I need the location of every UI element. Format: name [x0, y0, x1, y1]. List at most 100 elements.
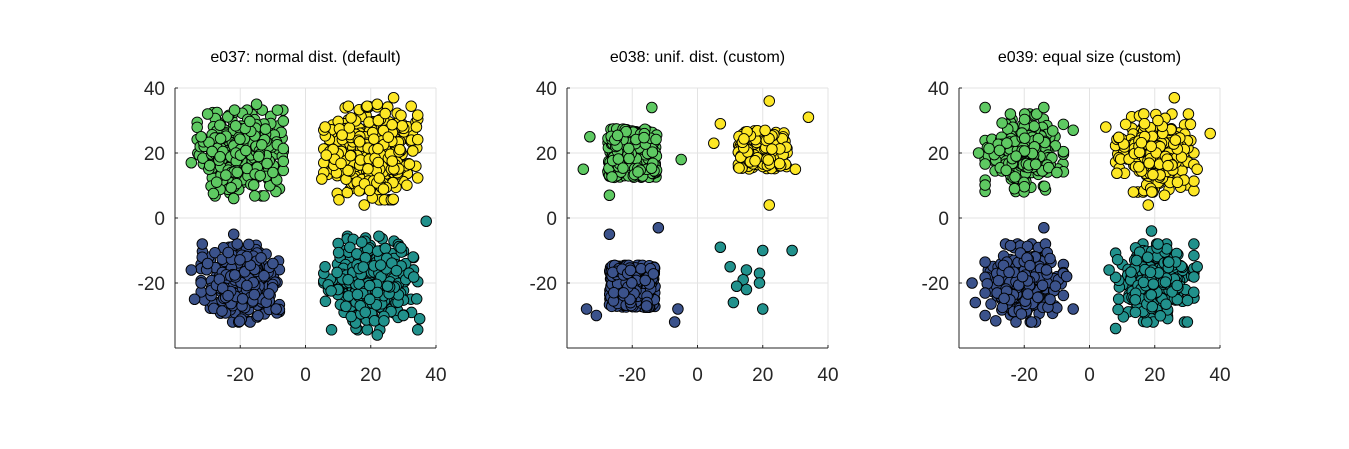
y-tick-label: 20: [928, 144, 949, 165]
data-point: [240, 144, 252, 157]
data-point: [1144, 266, 1157, 279]
data-point: [998, 292, 1010, 305]
x-tick-label: 20: [1144, 365, 1165, 386]
data-point: [1188, 271, 1200, 283]
data-point: [1038, 221, 1050, 234]
data-point: [261, 157, 273, 170]
data-point: [714, 117, 727, 130]
data-point: [195, 130, 207, 143]
data-point: [319, 295, 332, 308]
data-point: [357, 261, 369, 273]
data-point: [1152, 238, 1164, 250]
data-point: [336, 129, 348, 141]
data-point: [319, 121, 331, 133]
data-point: [185, 264, 198, 276]
data-point: [390, 264, 403, 277]
data-point: [244, 115, 256, 128]
data-point: [1100, 121, 1112, 133]
data-point: [331, 266, 343, 279]
data-point: [355, 236, 368, 248]
data-point: [617, 162, 629, 174]
data-point: [740, 264, 753, 276]
data-point: [1138, 108, 1150, 120]
data-point: [1060, 270, 1073, 283]
x-tick-label: 40: [817, 365, 838, 386]
data-point: [1154, 310, 1167, 322]
data-point: [1129, 306, 1142, 319]
data-point: [234, 133, 246, 145]
data-point: [1191, 261, 1203, 273]
y-tick-label: 0: [546, 209, 557, 230]
data-point: [1067, 303, 1079, 315]
data-point: [1057, 118, 1070, 131]
data-point: [277, 115, 290, 127]
data-point: [1112, 293, 1125, 305]
data-point: [332, 246, 345, 259]
data-point: [646, 146, 659, 158]
data-point: [386, 118, 398, 131]
data-point: [344, 241, 356, 254]
data-point: [222, 289, 234, 302]
data-point: [353, 136, 366, 148]
data-point: [234, 254, 246, 266]
y-tick-label: -20: [530, 274, 557, 295]
data-point: [325, 324, 338, 336]
data-point: [1127, 186, 1140, 198]
data-point: [1142, 199, 1154, 211]
data-point: [1182, 108, 1195, 120]
data-point: [256, 139, 268, 151]
data-point: [738, 133, 750, 145]
data-point: [1147, 278, 1160, 290]
data-point: [753, 267, 766, 280]
data-point: [372, 156, 385, 169]
data-point: [979, 309, 991, 322]
chart-title: e038: unif. dist. (custom): [610, 49, 785, 66]
data-point: [603, 228, 616, 240]
data-point: [753, 277, 766, 289]
data-point: [590, 309, 603, 322]
data-point: [316, 173, 328, 185]
data-point: [1010, 150, 1022, 162]
data-point: [379, 107, 391, 120]
data-point: [351, 288, 364, 301]
data-point: [185, 156, 198, 169]
chart-title: e039: equal size (custom): [998, 49, 1181, 66]
data-point: [405, 100, 417, 112]
data-point: [263, 288, 275, 300]
data-point: [344, 149, 357, 162]
data-point: [241, 279, 253, 292]
data-point: [249, 190, 261, 202]
data-point: [1133, 146, 1146, 159]
data-point: [714, 241, 727, 253]
data-point: [395, 242, 407, 254]
data-point: [248, 288, 261, 301]
data-point: [277, 142, 290, 155]
data-point: [993, 144, 1006, 157]
data-point: [1036, 279, 1049, 292]
y-tick-label: 20: [144, 144, 165, 165]
data-point: [363, 116, 375, 128]
data-point: [372, 114, 385, 127]
data-point: [1152, 114, 1164, 127]
data-point: [645, 162, 658, 174]
data-point: [407, 145, 419, 157]
data-point: [401, 179, 413, 191]
data-point: [207, 187, 220, 200]
data-point: [196, 238, 209, 250]
data-point: [233, 315, 246, 328]
data-point: [675, 153, 687, 166]
data-point: [371, 98, 384, 110]
data-point: [1003, 266, 1015, 279]
data-point: [374, 259, 387, 271]
data-point: [577, 163, 590, 175]
data-point: [1146, 186, 1158, 198]
data-point: [749, 155, 761, 167]
y-tick-label: -20: [138, 274, 165, 295]
data-point: [1029, 158, 1042, 171]
data-point: [247, 179, 260, 191]
data-point: [368, 133, 380, 145]
data-point: [1181, 294, 1194, 307]
data-point: [214, 132, 227, 145]
data-point: [733, 162, 745, 174]
